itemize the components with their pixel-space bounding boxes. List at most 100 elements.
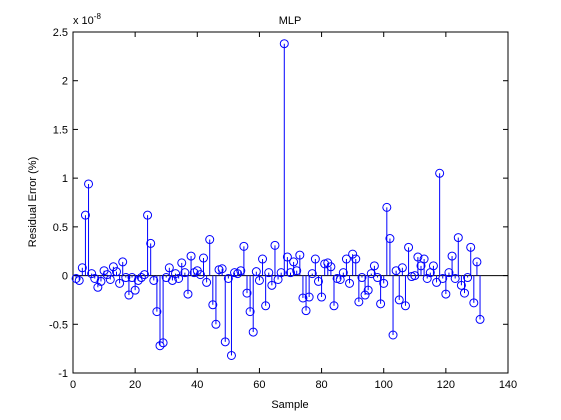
stem — [310, 254, 320, 276]
stem — [251, 267, 261, 277]
x-tick-label: 40 — [191, 379, 203, 391]
stem — [220, 275, 230, 347]
stem — [149, 275, 159, 285]
stem — [453, 233, 463, 276]
stem — [450, 273, 460, 283]
x-tick-label: 60 — [253, 379, 265, 391]
stem-marker — [282, 252, 292, 262]
stem — [254, 275, 264, 285]
stem — [118, 257, 128, 276]
stem — [456, 275, 466, 290]
stem-marker — [133, 275, 143, 285]
stem-marker — [404, 242, 414, 252]
stem-marker — [463, 273, 473, 283]
y-tick-label: 0.5 — [53, 222, 68, 234]
stem — [466, 242, 476, 276]
stem — [391, 266, 401, 276]
stem — [226, 275, 236, 360]
x-axis-label: Sample — [271, 399, 308, 411]
stem-marker — [158, 338, 168, 348]
stem-marker — [112, 267, 121, 277]
stem-marker — [211, 319, 221, 329]
stem-marker — [444, 268, 454, 278]
stem — [177, 258, 187, 276]
stem — [102, 270, 112, 280]
stem-marker — [388, 330, 398, 340]
stem-marker — [329, 301, 339, 311]
stem — [292, 266, 302, 276]
chart-title: MLP — [279, 15, 302, 27]
y-tick-label: 1 — [62, 173, 68, 185]
stem-marker — [245, 307, 255, 317]
stem-marker — [264, 268, 274, 278]
stem-marker — [105, 274, 115, 284]
stem-marker — [152, 307, 162, 317]
stem-marker — [195, 270, 205, 280]
stem — [348, 249, 358, 276]
stem-marker — [354, 297, 364, 307]
stem — [385, 234, 395, 276]
stem — [388, 275, 398, 340]
stem — [174, 273, 184, 283]
stem — [245, 275, 255, 317]
stem-marker — [438, 273, 448, 283]
stem — [258, 254, 268, 276]
stem — [84, 179, 94, 276]
stem-marker — [394, 295, 404, 305]
stem — [223, 273, 233, 283]
stem-marker — [292, 266, 302, 276]
stem-marker — [279, 39, 289, 49]
stem-marker — [80, 210, 90, 220]
stem — [143, 210, 153, 276]
stem — [139, 270, 149, 280]
stem-marker — [410, 271, 420, 281]
stem-marker — [258, 254, 268, 264]
stem-marker — [360, 290, 370, 300]
stem-marker — [108, 262, 118, 272]
stem-marker — [208, 300, 218, 310]
y-multiplier-exponent: -8 — [94, 12, 102, 21]
y-tick-label: 2 — [62, 76, 68, 88]
stem-marker — [382, 202, 392, 212]
stem — [155, 275, 165, 351]
stem — [199, 253, 208, 276]
stem-marker — [345, 278, 355, 288]
stem-marker — [202, 277, 212, 287]
stem-marker — [338, 268, 348, 278]
stem — [195, 270, 205, 280]
y-tick-label: -1 — [58, 368, 68, 380]
stem — [261, 275, 271, 311]
stem-marker — [441, 289, 451, 299]
y-tick-label: -0.5 — [49, 319, 68, 331]
stem-marker — [369, 261, 379, 271]
stem-marker — [267, 280, 277, 290]
stem-marker — [379, 278, 389, 288]
stem-marker — [295, 250, 305, 260]
stem — [161, 273, 171, 283]
stem-marker — [180, 268, 190, 278]
stem-marker — [239, 241, 249, 251]
stem — [267, 275, 277, 290]
stem — [419, 254, 429, 276]
stem — [202, 275, 212, 287]
stem — [279, 39, 289, 276]
stem-marker — [301, 306, 311, 316]
stem — [373, 273, 382, 283]
stem — [276, 268, 286, 278]
stem — [394, 275, 404, 305]
y-tick-label: 1.5 — [53, 124, 68, 136]
stem — [115, 275, 125, 288]
stem-marker — [310, 254, 320, 264]
stem-marker — [435, 168, 445, 178]
stem-marker — [161, 273, 171, 283]
stem-marker — [453, 233, 463, 243]
stem-marker — [419, 254, 429, 264]
stem-marker — [226, 350, 236, 360]
stem — [146, 238, 156, 276]
stem-marker — [74, 275, 84, 285]
x-tick-label: 100 — [375, 379, 393, 391]
stem — [242, 275, 252, 298]
stem — [441, 275, 451, 299]
stem-marker — [248, 327, 258, 337]
stem-marker — [261, 301, 271, 311]
